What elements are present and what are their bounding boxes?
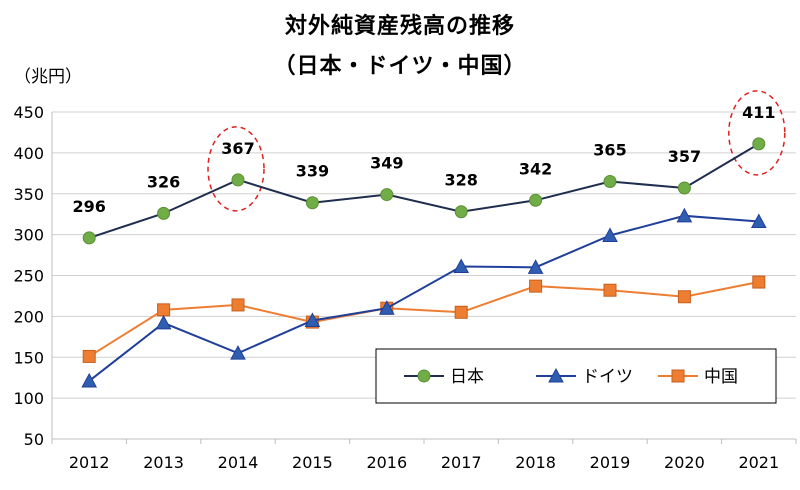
data-point bbox=[155, 314, 172, 330]
x-tick-label: 2014 bbox=[218, 453, 259, 472]
x-tick-label: 2017 bbox=[441, 453, 482, 472]
x-tick-label: 2015 bbox=[292, 453, 333, 472]
x-tick-label: 2013 bbox=[143, 453, 184, 472]
data-point bbox=[157, 206, 171, 220]
data-label: 296 bbox=[72, 197, 105, 216]
data-point bbox=[750, 213, 767, 229]
data-label: 328 bbox=[444, 171, 477, 190]
data-label: 367 bbox=[221, 139, 254, 158]
y-tick-label: 200 bbox=[13, 307, 44, 326]
data-point bbox=[677, 290, 691, 304]
data-point bbox=[752, 275, 766, 289]
data-point bbox=[82, 231, 96, 245]
data-point bbox=[157, 303, 171, 317]
data-point bbox=[231, 173, 245, 187]
data-label: 339 bbox=[296, 162, 329, 181]
x-tick-label: 2019 bbox=[590, 453, 631, 472]
y-tick-label: 350 bbox=[13, 185, 44, 204]
y-tick-label: 450 bbox=[13, 103, 44, 122]
x-tick-label: 2020 bbox=[664, 453, 705, 472]
x-tick-label: 2018 bbox=[515, 453, 556, 472]
data-point bbox=[529, 193, 543, 207]
data-label: 326 bbox=[147, 172, 180, 191]
legend-marker bbox=[417, 369, 431, 383]
legend-label: 中国 bbox=[704, 367, 738, 387]
data-label: 349 bbox=[370, 154, 403, 173]
y-tick-label: 150 bbox=[13, 348, 44, 367]
highlight-ellipse bbox=[728, 90, 786, 176]
highlight-ellipse bbox=[207, 126, 265, 212]
data-point bbox=[454, 305, 468, 319]
data-point bbox=[380, 188, 394, 202]
series-line-0 bbox=[88, 143, 760, 239]
y-tick-label: 400 bbox=[13, 144, 44, 163]
data-point bbox=[378, 300, 395, 315]
series-line-2 bbox=[88, 281, 759, 358]
y-tick-label: 100 bbox=[13, 389, 44, 408]
y-axis-unit-label: （兆円） bbox=[14, 67, 82, 87]
legend-marker bbox=[548, 367, 564, 383]
chart-title: 対外純資産残高の推移 bbox=[284, 14, 515, 39]
data-label: 411 bbox=[742, 103, 775, 122]
data-point bbox=[603, 174, 617, 188]
x-tick-label: 2012 bbox=[69, 453, 110, 472]
x-tick-label: 2016 bbox=[366, 453, 407, 472]
data-label: 357 bbox=[668, 147, 701, 166]
data-point bbox=[453, 258, 470, 274]
data-point bbox=[230, 345, 246, 360]
y-tick-label: 300 bbox=[13, 226, 44, 245]
data-label: 342 bbox=[519, 159, 552, 178]
data-label: 365 bbox=[593, 140, 626, 159]
data-point bbox=[527, 259, 544, 274]
data-point bbox=[231, 298, 245, 312]
data-point bbox=[304, 312, 321, 327]
data-point bbox=[82, 349, 96, 363]
data-point bbox=[305, 196, 319, 210]
x-tick-label: 2021 bbox=[738, 453, 779, 472]
data-point bbox=[81, 372, 98, 388]
data-point bbox=[677, 181, 691, 195]
legend-label: 日本 bbox=[450, 367, 484, 387]
data-point bbox=[752, 137, 766, 151]
y-tick-label: 50 bbox=[24, 430, 44, 449]
series-line-1 bbox=[88, 214, 759, 382]
data-point bbox=[676, 207, 693, 223]
chart-subtitle: （日本・ドイツ・中国） bbox=[273, 54, 527, 79]
data-point bbox=[529, 279, 543, 293]
data-point bbox=[602, 227, 618, 242]
data-point bbox=[603, 283, 617, 297]
data-point bbox=[454, 205, 468, 219]
legend-label: ドイツ bbox=[582, 367, 633, 387]
legend-marker bbox=[671, 369, 685, 383]
y-tick-label: 250 bbox=[13, 267, 44, 286]
